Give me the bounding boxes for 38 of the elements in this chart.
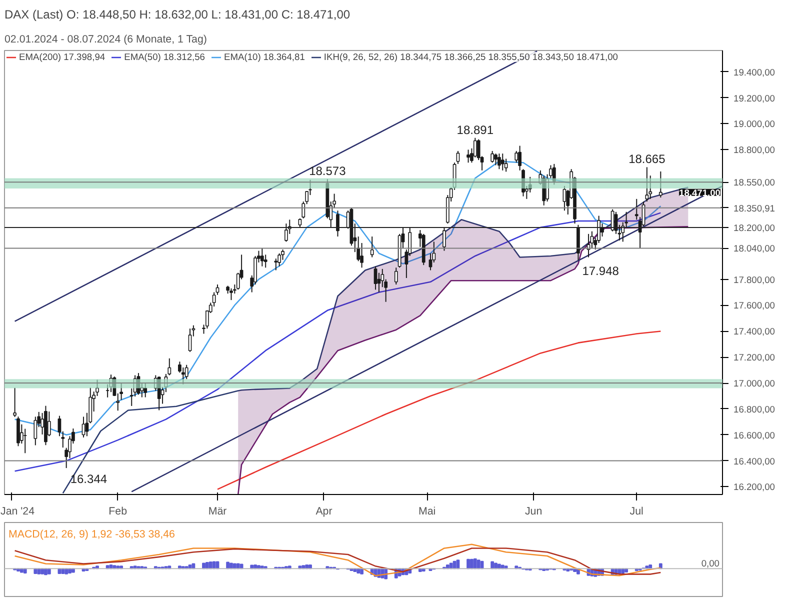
ref-line-label: 17.000,00: [734, 378, 775, 389]
annotation: 18.665: [628, 152, 666, 166]
y-tick-label: 19.400,00: [734, 67, 775, 78]
annotation: 0,00: [701, 558, 720, 569]
annotation: 17.948: [582, 264, 620, 278]
x-tick-label: Mär: [208, 506, 228, 518]
legend-label: EMA(200) 17.398,94: [19, 52, 106, 62]
y-tick-label: 16.200,00: [734, 482, 775, 492]
x-tick-label: Apr: [316, 506, 333, 518]
annotation: 16.344: [70, 472, 108, 486]
x-tick-label: Jul: [630, 506, 644, 518]
y-tick-label: 17.400,00: [734, 326, 775, 337]
y-tick-label: 17.800,00: [734, 274, 775, 285]
legend-label: EMA(10) 18.364,81: [224, 52, 305, 62]
annotation: 18.891: [456, 122, 494, 137]
chart-title: DAX (Last) O: 18.448,50 H: 18.632,00 L: 18.431,00 C: 18.471,00: [4, 8, 350, 22]
legend-label: IKH(9, 26, 52, 26) 18.344,75 18.366,25 18.355,50 18.343,50 18.471,00: [324, 52, 618, 62]
ref-line-label: 16.400,00: [734, 456, 775, 466]
x-tick-label: Feb: [108, 506, 128, 518]
x-tick-label: Mai: [418, 506, 436, 518]
ref-line-label: 18.550,00: [734, 178, 775, 188]
y-tick-label: 18.800,00: [734, 145, 775, 156]
chart-subtitle: 02.01.2024 - 08.07.2024 (6 Monate, 1 Tag): [4, 34, 207, 46]
legend-label: EMA(50) 18.312,56: [124, 52, 205, 62]
chart-title: MACD(12, 26, 9) 1,92 -36,53 38,46: [8, 528, 176, 540]
y-tick-label: 17.600,00: [734, 300, 775, 311]
y-tick-label: 19.200,00: [734, 93, 775, 104]
y-tick-label: 19.000,00: [734, 119, 775, 130]
annotation: 18.573: [309, 164, 346, 178]
x-tick-label: Jan '24: [0, 506, 35, 518]
ref-line-label: 18.350,91: [734, 203, 775, 214]
ref-line-label: 18.200,00: [734, 222, 775, 233]
y-tick-label: 17.200,00: [734, 352, 775, 363]
x-tick-label: Jun: [524, 506, 542, 518]
annotation: 18.471,00: [679, 188, 720, 198]
y-tick-label: 16.800,00: [734, 404, 775, 414]
y-tick-label: 16.600,00: [734, 430, 775, 440]
ref-line-label: 18.040,00: [734, 244, 775, 254]
